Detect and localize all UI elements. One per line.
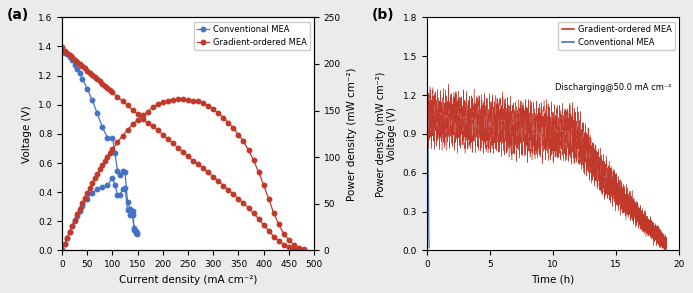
Conventional MEA: [114, 169, 122, 173]
Conventional MEA: [68, 59, 76, 62]
Y-axis label: Voltage (V): Voltage (V): [22, 105, 33, 163]
Gradient-ordered MEA: [660, 249, 668, 252]
Gradient-ordered MEA: [631, 204, 639, 207]
Gradient-ordered MEA: [576, 147, 584, 150]
Gradient-ordered MEA: [663, 245, 671, 248]
Conventional MEA: [63, 53, 71, 56]
Conventional MEA: [78, 77, 87, 80]
Conventional MEA: [76, 72, 84, 75]
Conventional MEA: [65, 56, 73, 59]
Conventional MEA: [116, 173, 124, 176]
Legend: Gradient-ordered MEA, Conventional MEA: Gradient-ordered MEA, Conventional MEA: [559, 21, 675, 50]
Gradient-ordered MEA: [659, 236, 667, 239]
X-axis label: Current density (mA cm⁻²): Current density (mA cm⁻²): [119, 275, 257, 285]
Conventional MEA: [88, 99, 96, 102]
Gradient-ordered MEA: [63, 51, 71, 55]
Y-axis label: Power density (mW cm⁻²): Power density (mW cm⁻²): [346, 67, 357, 201]
Conventional MEA: [130, 226, 139, 230]
Text: (b): (b): [371, 8, 394, 22]
Conventional MEA: [128, 209, 137, 213]
Text: (a): (a): [7, 8, 29, 22]
Conventional MEA: [103, 136, 112, 139]
Text: Discharging@50.0 mA cm⁻²: Discharging@50.0 mA cm⁻²: [555, 83, 672, 92]
Line: Conventional MEA: Conventional MEA: [60, 49, 139, 235]
Gradient-ordered MEA: [58, 45, 67, 49]
Conventional MEA: [58, 50, 67, 53]
Conventional MEA: [73, 67, 81, 71]
Conventional MEA: [132, 230, 140, 233]
Conventional MEA: [111, 151, 119, 155]
Conventional MEA: [60, 51, 69, 55]
Conventional MEA: [425, 246, 433, 250]
Gradient-ordered MEA: [638, 209, 646, 213]
Gradient-ordered MEA: [159, 133, 167, 136]
Conventional MEA: [83, 87, 91, 91]
Y-axis label: Power density (mW cm⁻²)
Voltage (V): Power density (mW cm⁻²) Voltage (V): [376, 71, 397, 197]
Conventional MEA: [93, 112, 101, 115]
Gradient-ordered MEA: [662, 238, 670, 242]
Conventional MEA: [71, 63, 79, 67]
Gradient-ordered MEA: [96, 80, 104, 83]
X-axis label: Time (h): Time (h): [532, 275, 574, 285]
Conventional MEA: [126, 207, 134, 211]
Gradient-ordered MEA: [73, 60, 81, 64]
Gradient-ordered MEA: [530, 125, 538, 129]
Line: Gradient-ordered MEA: Gradient-ordered MEA: [60, 45, 306, 252]
Gradient-ordered MEA: [444, 82, 453, 86]
Conventional MEA: [123, 201, 132, 204]
Conventional MEA: [424, 184, 432, 188]
Conventional MEA: [423, 42, 431, 45]
Conventional MEA: [132, 231, 141, 235]
Gradient-ordered MEA: [80, 67, 89, 70]
Line: Conventional MEA: Conventional MEA: [427, 37, 429, 248]
Conventional MEA: [121, 171, 129, 174]
Gradient-ordered MEA: [219, 184, 227, 187]
Conventional MEA: [423, 35, 431, 39]
Conventional MEA: [108, 136, 116, 139]
Gradient-ordered MEA: [423, 113, 431, 117]
Conventional MEA: [425, 236, 433, 239]
Line: Gradient-ordered MEA: Gradient-ordered MEA: [427, 84, 667, 251]
Conventional MEA: [423, 93, 432, 97]
Conventional MEA: [98, 126, 107, 129]
Gradient-ordered MEA: [300, 248, 308, 252]
Legend: Conventional MEA, Gradient-ordered MEA: Conventional MEA, Gradient-ordered MEA: [193, 21, 310, 50]
Conventional MEA: [119, 169, 127, 173]
Conventional MEA: [423, 61, 431, 64]
